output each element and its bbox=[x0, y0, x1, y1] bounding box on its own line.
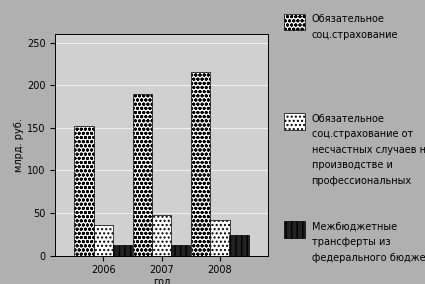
FancyBboxPatch shape bbox=[284, 221, 305, 238]
Text: соц.страхование: соц.страхование bbox=[312, 30, 398, 40]
Bar bbox=[152, 215, 171, 256]
Text: федерального бюджета: федерального бюджета bbox=[312, 253, 425, 263]
Text: Межбюджетные: Межбюджетные bbox=[312, 222, 397, 231]
Bar bbox=[230, 235, 249, 256]
Text: Обязательное: Обязательное bbox=[312, 14, 384, 24]
Bar bbox=[113, 245, 132, 256]
Text: профессиональных: профессиональных bbox=[312, 176, 412, 186]
Text: трансферты из: трансферты из bbox=[312, 237, 390, 247]
Bar bbox=[74, 126, 94, 256]
Bar bbox=[133, 94, 152, 256]
FancyBboxPatch shape bbox=[284, 113, 305, 130]
Text: соц.страхование от: соц.страхование от bbox=[312, 129, 413, 139]
Bar bbox=[191, 72, 210, 256]
Bar bbox=[171, 245, 190, 256]
Bar bbox=[94, 225, 113, 256]
Text: Обязательное: Обязательное bbox=[312, 114, 384, 124]
Y-axis label: млрд. руб.: млрд. руб. bbox=[14, 118, 24, 172]
Text: несчастных случаев на: несчастных случаев на bbox=[312, 145, 425, 155]
Text: производстве и: производстве и bbox=[312, 160, 392, 170]
X-axis label: год: год bbox=[153, 277, 170, 284]
Bar bbox=[210, 220, 230, 256]
FancyBboxPatch shape bbox=[284, 14, 305, 30]
